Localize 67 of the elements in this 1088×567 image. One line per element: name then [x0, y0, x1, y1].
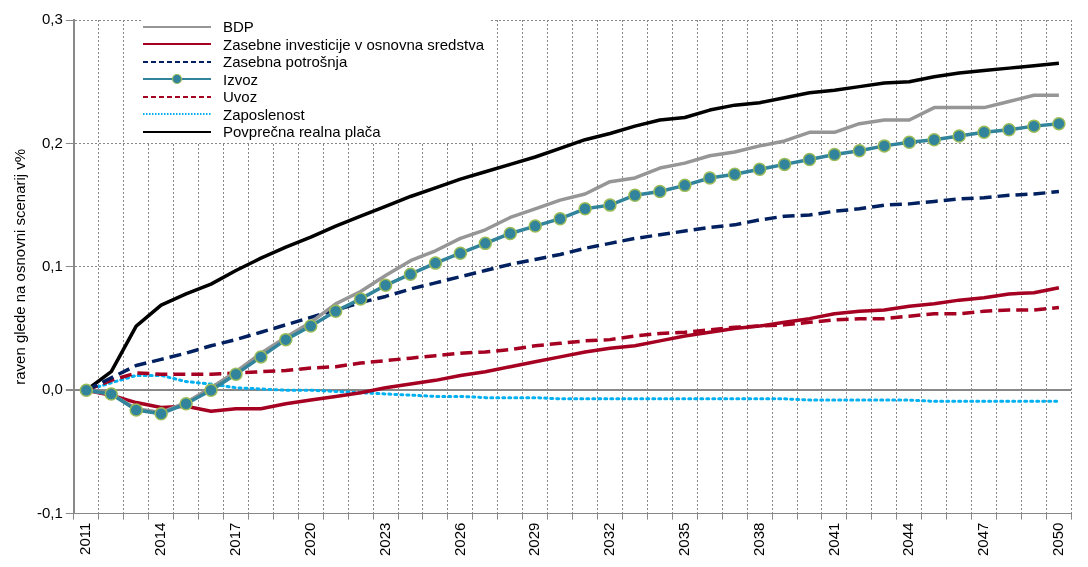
legend-label: Povprečna realna plača: [223, 123, 381, 141]
x-tick-label: 2026: [450, 522, 468, 557]
point: [653, 184, 667, 199]
point: [353, 292, 368, 306]
point: [777, 157, 792, 172]
point: [129, 403, 143, 417]
x-tick-label: 2047: [974, 522, 992, 557]
point: [703, 171, 717, 185]
legend-label: Zaposlenost: [223, 105, 305, 123]
point: [1002, 123, 1016, 137]
point: [254, 350, 268, 364]
legend-label: Izvoz: [223, 70, 259, 88]
point: [179, 397, 193, 411]
legend-label: Uvoz: [223, 88, 258, 106]
point: [279, 332, 293, 347]
point: [104, 387, 118, 401]
x-tick-label: 2014: [151, 522, 169, 557]
y-tick-label: 0,0: [41, 380, 63, 398]
point: [952, 129, 966, 143]
point: [428, 256, 443, 270]
x-tick-label: 2041: [824, 522, 842, 557]
point: [453, 246, 468, 260]
x-tick-label: 2020: [300, 522, 318, 557]
point: [927, 132, 941, 147]
x-tick-label: 2035: [674, 522, 692, 557]
x-tick-label: 2050: [1049, 522, 1067, 557]
y-axis-title: raven glede na osnovni scenarij v%: [11, 148, 29, 385]
point: [852, 144, 867, 158]
point: [877, 139, 892, 153]
point: [503, 226, 518, 241]
x-tick-label: 2023: [375, 522, 393, 557]
point: [204, 383, 218, 397]
point: [727, 167, 742, 182]
point: [578, 202, 592, 216]
y-tick-label: 0,2: [41, 133, 63, 151]
legend-label: Zasebna potrošnja: [223, 53, 348, 71]
point: [229, 367, 243, 381]
point: [802, 152, 817, 167]
point: [304, 319, 318, 333]
point: [827, 147, 842, 162]
point: [378, 278, 393, 293]
point: [628, 188, 642, 202]
point: [478, 236, 493, 251]
point: [79, 383, 94, 397]
x-tick-label: 2011: [76, 522, 94, 555]
point: [328, 304, 343, 318]
x-tick-label: 2032: [600, 522, 618, 557]
point: [1027, 119, 1041, 133]
x-tick-label: 2044: [899, 522, 917, 557]
y-tick-label: 0,1: [41, 256, 63, 274]
point: [528, 219, 542, 233]
legend-label: Zasebne investicije v osnovna sredstva: [223, 35, 484, 53]
point: [154, 406, 168, 421]
point: [977, 125, 991, 140]
point: [752, 162, 767, 177]
point: [603, 198, 617, 212]
point: [678, 178, 692, 193]
x-tick-label: 2029: [525, 522, 543, 557]
point: [553, 211, 567, 226]
x-tick-label: 2017: [226, 522, 244, 557]
x-tick-label: 2038: [749, 522, 767, 557]
point: [403, 267, 418, 281]
legend-label: BDP: [223, 18, 254, 36]
point: [1052, 116, 1066, 131]
y-tick-label: -0,1: [36, 503, 63, 521]
y-tick-label: 0,3: [41, 10, 63, 28]
point: [902, 135, 917, 149]
